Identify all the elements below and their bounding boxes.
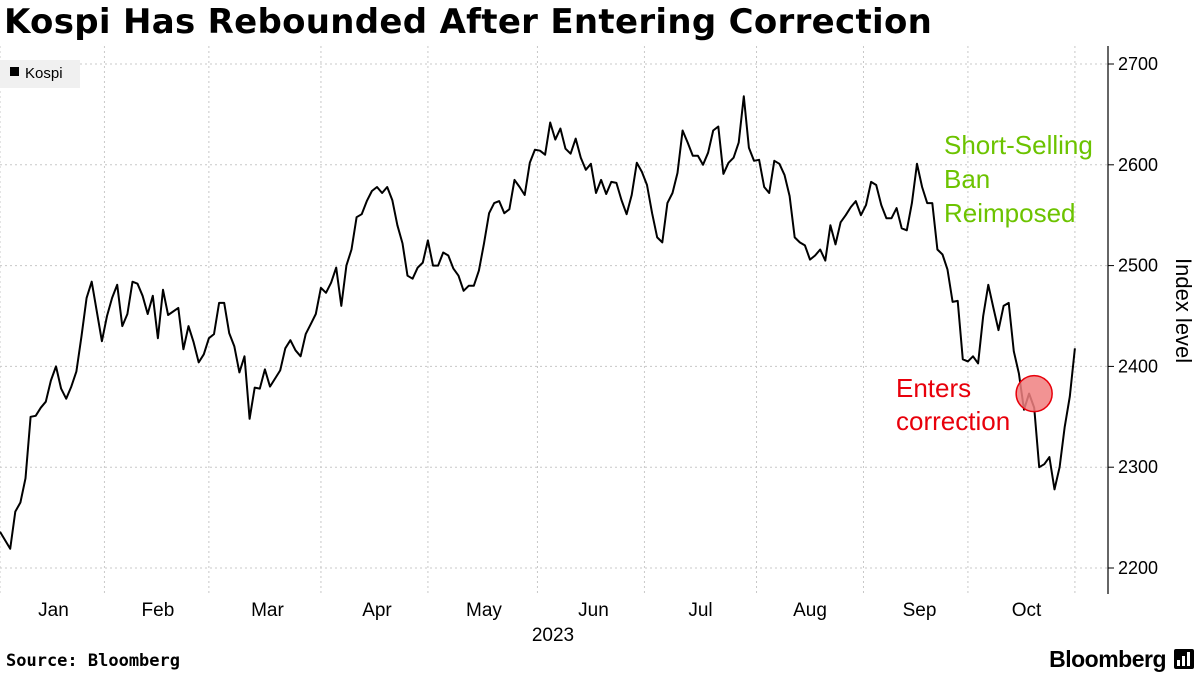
annotation-correction-line-1: Enters [896,373,971,403]
kospi-series-line [0,95,1076,550]
y-tick-label-2500: 2500 [1118,256,1158,276]
x-axis-year-label: 2023 [532,625,574,646]
x-tick-label-oct: Oct [1012,600,1042,621]
month-separators [0,46,1076,594]
x-tick-label-aug: Aug [793,600,827,621]
x-axis-month-labels: Jan Feb Mar Apr May Jun Jul Aug Sep Oct [38,600,1042,621]
y-tick-label-2300: 2300 [1118,457,1158,477]
grid-lines [0,63,1108,569]
source-note: Source: Bloomberg [6,651,180,671]
annotation-correction: Enters correction [896,373,1010,436]
chart-title: Kospi Has Rebounded After Entering Corre… [4,2,933,42]
x-tick-label-feb: Feb [142,600,175,621]
annotation-short-selling-line-3: Reimposed [944,198,1076,228]
bloomberg-terminal-icon [1174,649,1194,669]
annotation-clip-mask [1108,128,1200,162]
y-axis-label: Index level [1171,258,1196,363]
y-axis-ticks: 2200 2300 2400 2500 2600 2700 [1108,54,1158,578]
x-tick-label-sep: Sep [903,600,937,621]
x-tick-label-jun: Jun [578,600,609,621]
legend: Kospi [0,60,80,88]
y-tick-label-2200: 2200 [1118,558,1158,578]
x-tick-label-apr: Apr [362,600,392,621]
brand-logo: Bloomberg [1049,646,1166,672]
annotation-correction-line-2: correction [896,406,1010,436]
y-tick-label-2400: 2400 [1118,356,1158,376]
x-tick-label-mar: Mar [251,600,284,621]
legend-label-kospi: Kospi [25,65,63,82]
y-tick-label-2700: 2700 [1118,54,1158,74]
x-tick-label-jan: Jan [38,600,69,621]
x-tick-label-may: May [466,600,502,621]
y-tick-label-2600: 2600 [1118,155,1158,175]
annotation-short-selling: Short-Selling Ban Reimposed [944,130,1093,228]
annotation-short-selling-line-1: Short-Selling [944,130,1093,160]
legend-swatch-kospi [10,67,19,76]
correction-marker [1015,374,1053,413]
annotation-short-selling-line-2: Ban [944,164,990,194]
x-tick-label-jul: Jul [688,600,712,621]
